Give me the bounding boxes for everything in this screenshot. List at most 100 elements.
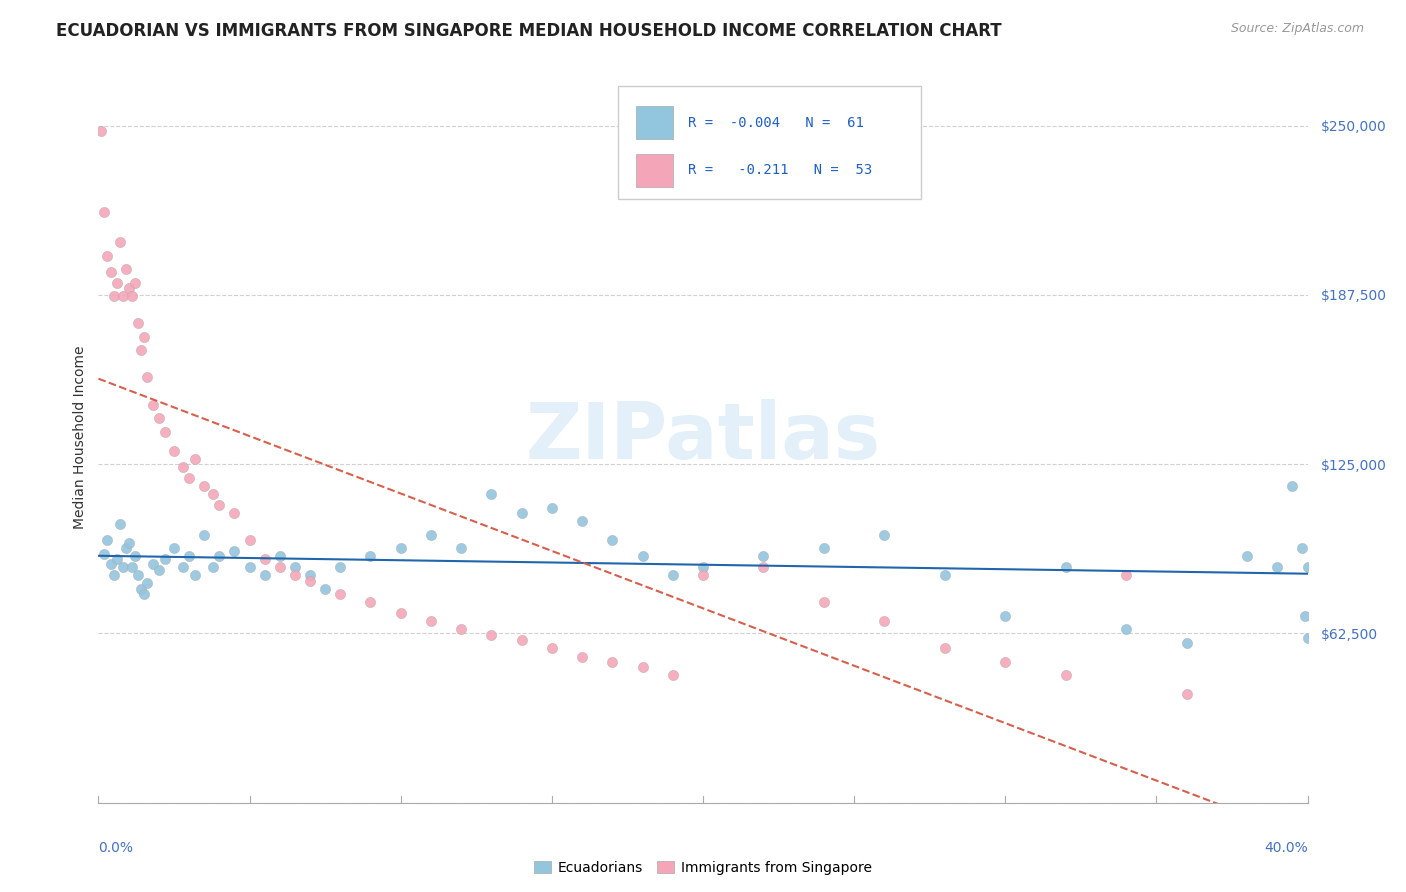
Point [202, 487, 225, 501]
Point [184, 568, 207, 582]
Point [661, 668, 683, 682]
Point [510, 633, 533, 648]
Point [224, 544, 246, 558]
Point [100, 558, 122, 572]
Point [172, 560, 194, 574]
Point [184, 451, 207, 466]
Point [510, 506, 533, 520]
Point [631, 660, 654, 674]
Point [103, 289, 125, 303]
Point [129, 343, 152, 358]
Point [389, 541, 412, 556]
Point [179, 471, 201, 485]
Point [450, 623, 472, 637]
Point [224, 506, 246, 520]
Point [179, 549, 201, 564]
Point [93, 547, 115, 561]
Point [105, 276, 128, 290]
Point [108, 235, 131, 249]
Point [239, 560, 262, 574]
Point [118, 535, 141, 549]
Point [253, 568, 276, 582]
Point [114, 262, 136, 277]
Point [148, 411, 170, 425]
FancyBboxPatch shape [637, 106, 672, 139]
Point [360, 595, 382, 609]
Point [752, 549, 775, 564]
Point [1296, 631, 1319, 645]
Point [1294, 608, 1316, 623]
Point [934, 641, 956, 656]
Point [661, 568, 683, 582]
Point [124, 276, 146, 290]
Point [193, 527, 215, 541]
FancyBboxPatch shape [619, 86, 921, 200]
Point [692, 568, 714, 582]
Point [111, 289, 134, 303]
Point [1236, 549, 1258, 564]
Point [269, 560, 291, 574]
Point [602, 533, 624, 547]
Point [142, 398, 165, 412]
Point [692, 560, 714, 574]
Point [420, 615, 443, 629]
Point [299, 568, 322, 582]
Point [813, 595, 835, 609]
Point [163, 541, 186, 556]
Point [1267, 560, 1289, 574]
Point [481, 487, 503, 501]
Point [208, 498, 231, 512]
Point [135, 576, 157, 591]
Point [153, 552, 176, 566]
Point [132, 587, 155, 601]
Point [540, 641, 562, 656]
Point [1281, 479, 1303, 493]
Point [96, 249, 118, 263]
Text: 40.0%: 40.0% [1264, 841, 1308, 855]
Point [631, 549, 654, 564]
Point [360, 549, 382, 564]
Point [129, 582, 152, 596]
Point [135, 370, 157, 384]
Text: ZIPatlas: ZIPatlas [526, 399, 880, 475]
Point [1115, 568, 1137, 582]
Point [172, 459, 194, 474]
Point [121, 289, 143, 303]
Text: ECUADORIAN VS IMMIGRANTS FROM SINGAPORE MEDIAN HOUSEHOLD INCOME CORRELATION CHAR: ECUADORIAN VS IMMIGRANTS FROM SINGAPORE … [56, 22, 1002, 40]
Point [121, 560, 143, 574]
Point [994, 655, 1017, 669]
Point [239, 533, 262, 547]
Point [269, 549, 291, 564]
Point [253, 552, 276, 566]
Point [153, 425, 176, 439]
Point [873, 527, 896, 541]
Point [329, 587, 352, 601]
Point [602, 655, 624, 669]
Point [96, 533, 118, 547]
Text: R =  -0.004   N =  61: R = -0.004 N = 61 [689, 116, 865, 129]
Point [114, 541, 136, 556]
Point [93, 205, 115, 219]
Point [163, 443, 186, 458]
Point [1054, 560, 1077, 574]
Point [571, 514, 593, 528]
Point [193, 479, 215, 493]
Point [103, 568, 125, 582]
Point [571, 649, 593, 664]
Point [752, 560, 775, 574]
Point [127, 568, 149, 582]
Point [299, 574, 322, 588]
Point [314, 582, 336, 596]
Point [124, 549, 146, 564]
Point [813, 541, 835, 556]
Point [1054, 668, 1077, 682]
Point [132, 330, 155, 344]
Point [105, 552, 128, 566]
Point [148, 563, 170, 577]
Legend: Ecuadorians, Immigrants from Singapore: Ecuadorians, Immigrants from Singapore [534, 861, 872, 875]
Point [1296, 560, 1319, 574]
Point [284, 568, 307, 582]
Point [329, 560, 352, 574]
Point [481, 628, 503, 642]
FancyBboxPatch shape [637, 153, 672, 186]
